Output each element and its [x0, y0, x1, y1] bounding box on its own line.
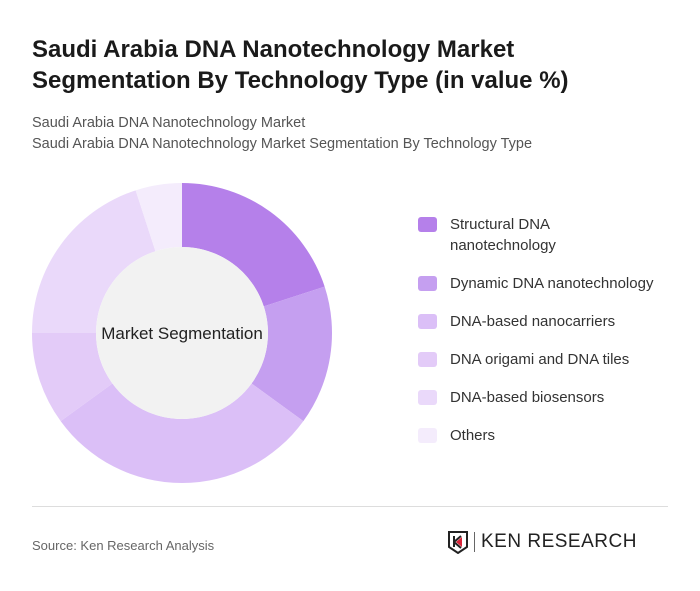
donut-slice-0 — [182, 183, 325, 307]
donut-center — [96, 247, 268, 419]
legend-label: DNA-based nanocarriers — [450, 313, 616, 330]
legend-item: Others — [418, 425, 688, 446]
legend-item: DNA-based biosensors — [418, 387, 688, 408]
donut-slice-5 — [135, 183, 182, 252]
center-label: Market Segmentation — [101, 324, 263, 343]
legend-swatch — [418, 390, 437, 405]
legend-item: Dynamic DNA nanotechnology — [418, 273, 688, 294]
legend-label: DNA-based biosensors — [450, 389, 605, 406]
legend-item: DNA-based nanocarriers — [418, 311, 688, 332]
legend-swatch — [418, 276, 437, 291]
legend-item: Structural DNA nanotechnology — [418, 214, 688, 256]
legend-label: Others — [450, 427, 496, 444]
donut-slice-2 — [60, 383, 304, 483]
donut-slice-3 — [32, 333, 113, 422]
chart-title: Saudi Arabia DNA Nanotechnology Market S… — [32, 36, 569, 94]
legend-item: DNA origami and DNA tiles — [418, 349, 688, 370]
donut-slice-4 — [32, 190, 156, 333]
legend-swatch — [418, 217, 437, 232]
ken-research-logo: KEN RESEARCH — [447, 530, 637, 554]
logo-text: KEN RESEARCH — [481, 531, 637, 552]
divider — [32, 506, 668, 507]
legend-swatch — [418, 428, 437, 443]
legend-label: Structural DNA nanotechnology — [450, 216, 556, 254]
legend-label: DNA origami and DNA tiles — [450, 351, 630, 368]
subtitle-segmentation: Saudi Arabia DNA Nanotechnology Market S… — [32, 136, 533, 152]
donut-slice-1 — [251, 286, 332, 422]
logo-shield-icon — [448, 531, 468, 554]
legend-swatch — [418, 314, 437, 329]
legend: Structural DNA nanotechnology Dynamic DNA… — [418, 214, 688, 463]
donut-chart: Market Segmentation — [32, 183, 332, 483]
source-note: Source: Ken Research Analysis — [32, 538, 215, 553]
legend-swatch — [418, 352, 437, 367]
subtitle-market: Saudi Arabia DNA Nanotechnology Market — [32, 115, 306, 131]
legend-label: Dynamic DNA nanotechnology — [450, 275, 654, 292]
